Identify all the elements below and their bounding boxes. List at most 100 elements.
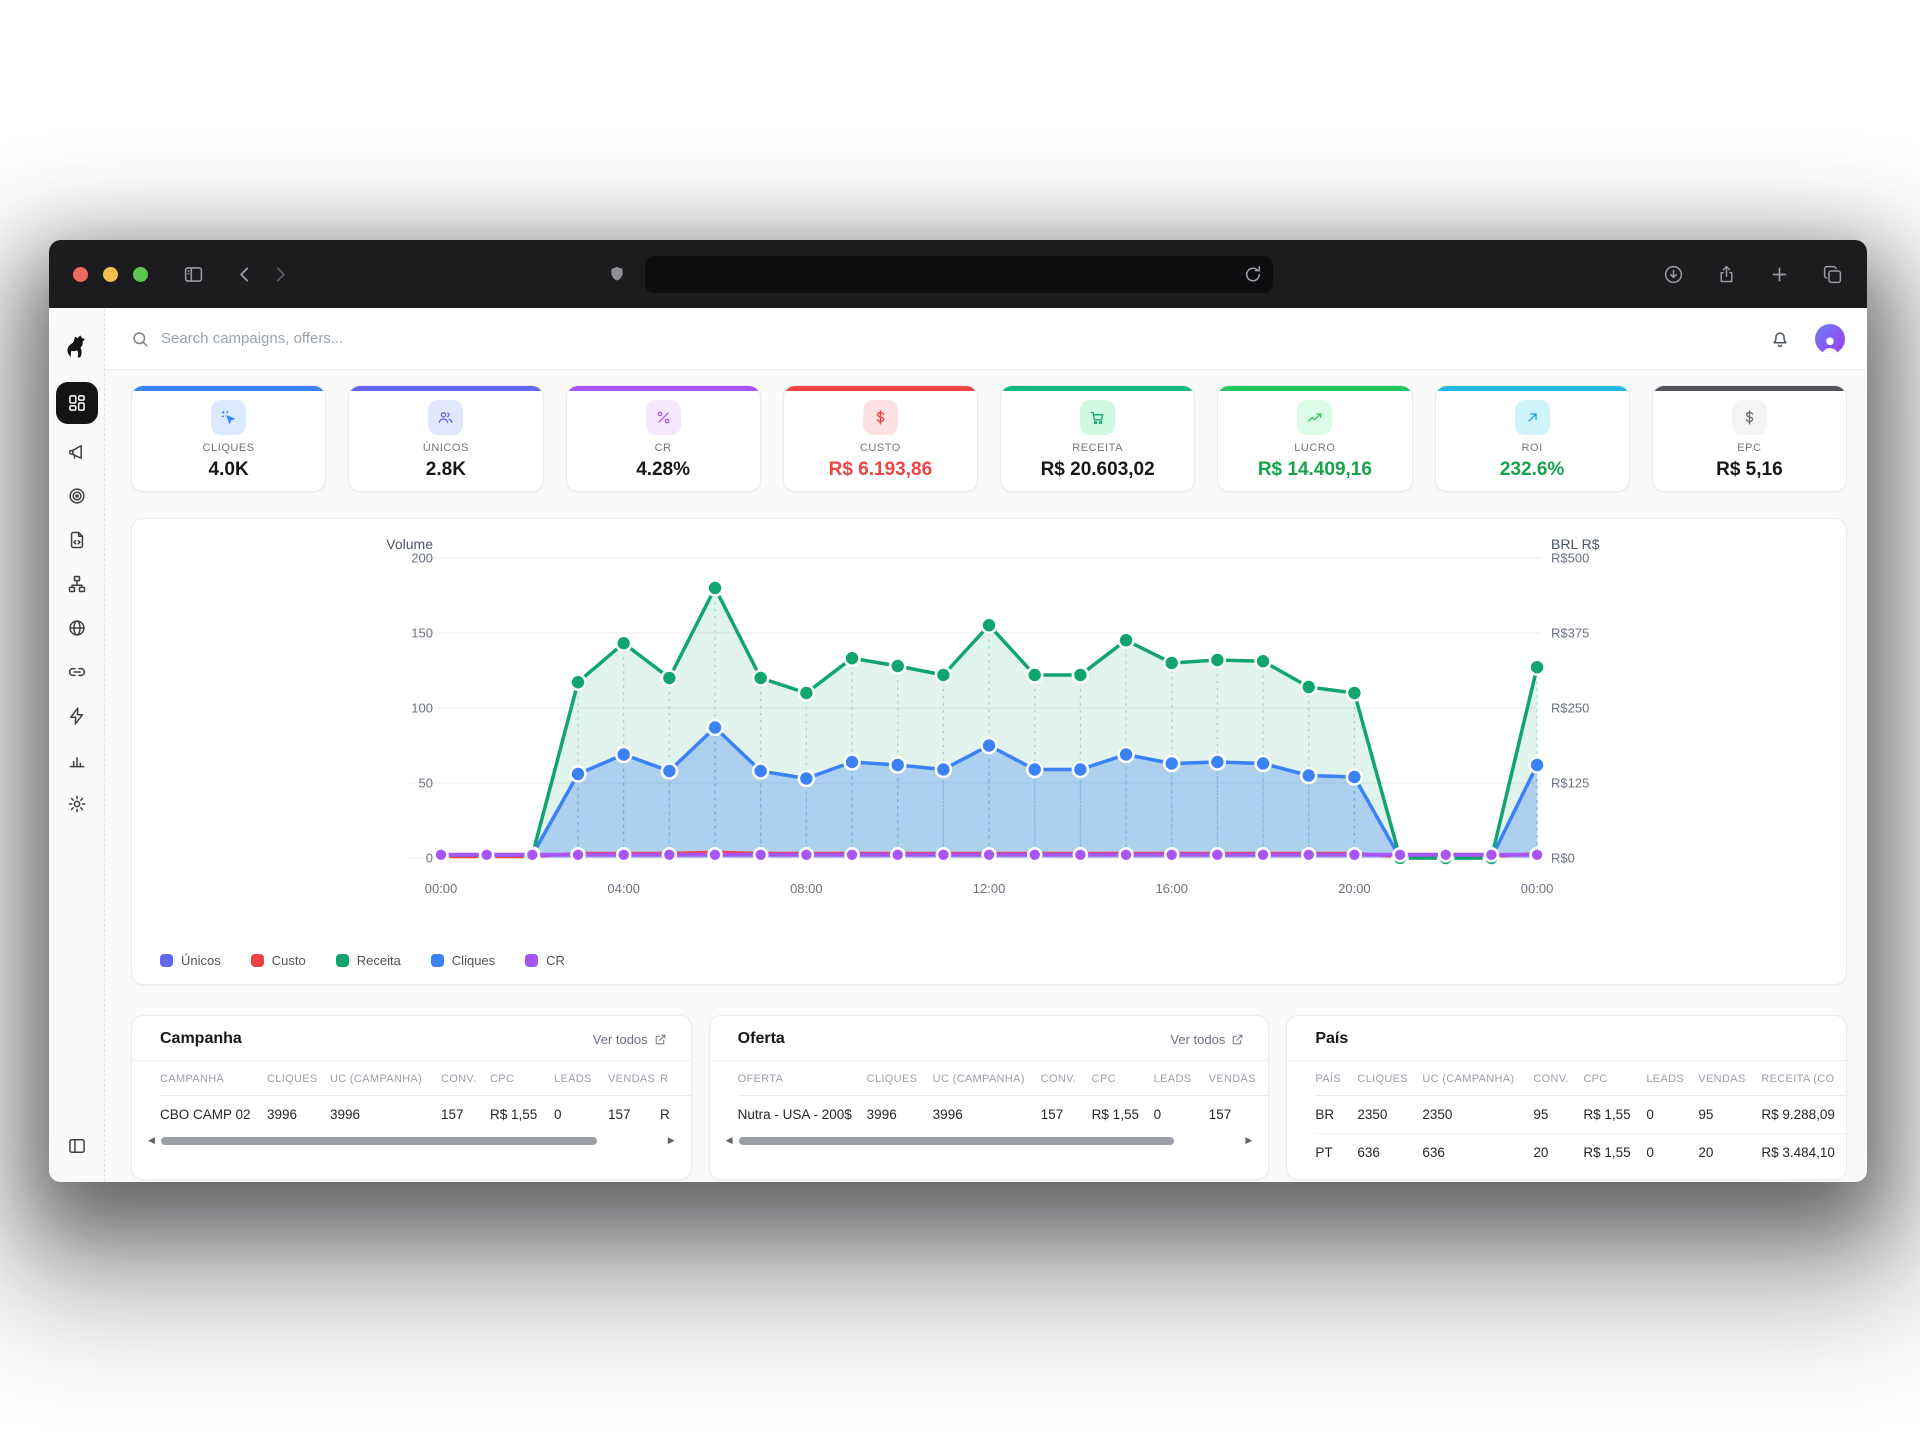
svg-text:BRL R$: BRL R$ [1551,537,1600,552]
link-icon [67,662,87,682]
table-cell: BR [1315,1095,1358,1134]
arrow-up-right-icon [1514,400,1550,435]
kpi-card-únicos: ÚNICOS 2.8K [348,385,544,492]
table-cell: R$ 1,55 [1583,1145,1631,1160]
back-icon[interactable] [228,257,262,291]
url-bar[interactable] [645,256,1273,293]
column-header: LEADS [554,1061,608,1096]
search-input[interactable] [161,330,581,347]
sidebar-collapse-icon[interactable] [56,1124,98,1168]
table-row[interactable]: CBO CAMP 02 3996 3996 157 R$ 1,55 0 157 R [160,1096,691,1134]
kpi-label: ÚNICOS [422,442,469,454]
sidebar-item-link[interactable] [56,650,98,694]
close-window-button[interactable] [73,266,88,282]
ver-todos-link[interactable]: Ver todos [1170,1032,1244,1047]
kpi-label: ROI [1521,442,1543,454]
svg-text:50: 50 [419,776,433,791]
kpi-value: R$ 5,16 [1716,459,1783,480]
target-icon [67,486,87,506]
external-link-icon [1231,1033,1244,1046]
kpi-accent-bar [132,386,326,391]
shield-icon[interactable] [608,264,626,289]
svg-text:04:00: 04:00 [607,881,640,896]
browser-titlebar [49,240,1867,308]
scroll-left-icon[interactable]: ◀ [725,1135,733,1145]
column-header: CONV. [441,1061,490,1096]
cursor-click-icon [211,400,247,435]
megaphone-icon [67,442,87,462]
scroll-left-icon[interactable]: ◀ [148,1135,155,1145]
app-sidebar [49,308,105,1182]
table-cell: 20 [1533,1145,1549,1160]
table-row[interactable]: Nutra - USA - 200$ 3996 3996 157 R$ 1,55 0 157 [738,1096,1269,1134]
browser-sidebar-toggle-icon[interactable] [176,257,210,291]
svg-text:00:00: 00:00 [1521,881,1554,896]
sidebar-item-bar-chart[interactable] [56,738,98,782]
kpi-card-lucro: LUCRO R$ 14.409,16 [1217,385,1413,492]
table-cell: 157 [1040,1107,1064,1122]
scroll-right-icon[interactable]: ▶ [1245,1135,1253,1145]
app-logo-dog-icon[interactable] [63,332,91,362]
legend-item-cliques[interactable]: Cliques [430,953,495,968]
legend-label: CR [546,953,565,968]
new-tab-icon[interactable] [1766,257,1792,291]
kpi-card-roi: ROI 232.6% [1434,385,1630,492]
legend-item-cr[interactable]: CR [525,953,565,968]
minimize-window-button[interactable] [103,266,118,282]
table-row[interactable]: BR 2350 2350 95 R$ 1,55 0 95 R$ 9.288,09 [1315,1095,1847,1134]
kpi-accent-bar [1435,386,1629,391]
kpi-card-custo: CUSTO R$ 6.193,86 [782,385,978,492]
sidebar-item-globe[interactable] [56,606,98,650]
sidebar-item-dashboard[interactable] [55,382,98,424]
bell-icon[interactable] [1769,328,1791,350]
avatar[interactable] [1815,323,1845,354]
traffic-lights [73,266,148,282]
global-search[interactable] [131,330,1769,348]
reload-icon[interactable] [1243,258,1263,292]
column-header: VENDAS [608,1061,660,1096]
sidebar-item-target[interactable] [56,474,98,518]
tabs-overview-icon[interactable] [1819,257,1845,291]
kpi-card-epc: EPC R$ 5,16 [1651,385,1847,492]
ver-todos-link[interactable]: Ver todos [593,1032,667,1047]
dashboard-icon [67,393,87,413]
legend-item-receita[interactable]: Receita [335,953,401,968]
sidebar-item-zap[interactable] [56,694,98,738]
table-cell: 0 [1153,1107,1162,1122]
scroll-right-icon[interactable]: ▶ [667,1135,675,1145]
table-cell: 3996 [866,1107,897,1122]
sidebar-item-gear[interactable] [56,782,98,826]
oferta-card: Oferta Ver todos OFERTA CLIQUES UC (CAMPANHA… [708,1015,1270,1180]
column-header: VENDAS [1698,1061,1762,1096]
svg-text:Volume: Volume [386,537,433,552]
sidebar-item-megaphone[interactable] [56,430,98,474]
zoom-window-button[interactable] [133,266,148,282]
table-row[interactable]: PT 636 636 20 R$ 1,55 0 20 R$ 3.484,10 [1315,1134,1846,1172]
cart-icon [1080,400,1116,435]
table-cell: R [660,1107,670,1122]
scrollbar-track[interactable] [160,1136,662,1145]
sidebar-item-sitemap[interactable] [56,562,98,606]
share-icon[interactable] [1713,257,1739,291]
legend-swatch [250,954,264,967]
svg-text:150: 150 [411,626,433,641]
file-code-icon [67,530,87,550]
horizontal-scrollbar[interactable]: ◀ ▶ [725,1135,1253,1145]
forward-icon[interactable] [262,257,296,291]
scrollbar-thumb[interactable] [738,1136,1175,1145]
table-cell: 157 [1208,1107,1232,1122]
scrollbar-track[interactable] [738,1136,1240,1145]
legend-item-únicos[interactable]: Únicos [160,953,221,968]
scrollbar-thumb[interactable] [160,1136,597,1145]
svg-text:12:00: 12:00 [973,881,1006,896]
downloads-icon[interactable] [1660,257,1686,291]
kpi-card-cliques: CLIQUES 4.0K [131,385,327,492]
horizontal-scrollbar[interactable]: ◀ ▶ [148,1136,675,1145]
bar-chart-icon [67,750,87,770]
sidebar-item-file-code[interactable] [56,518,98,562]
kpi-value: 232.6% [1499,459,1565,480]
campanha-card: Campanha Ver todos CAMPANHA CLIQUES UC (CAMP… [131,1015,692,1180]
traffic-chart: Volume 0 50 100 150 200 BRL R$ R$0 R$125 R$250 R$3… [386,537,1600,896]
table-cell: CBO CAMP 02 [160,1107,251,1122]
legend-item-custo[interactable]: Custo [250,953,306,968]
